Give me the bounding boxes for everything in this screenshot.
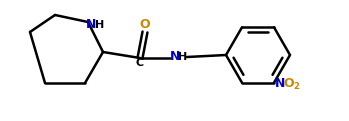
- Text: 2: 2: [293, 82, 299, 91]
- Text: H: H: [95, 20, 105, 30]
- Text: O: O: [140, 19, 150, 31]
- Text: O: O: [284, 77, 294, 90]
- Text: N: N: [170, 50, 180, 64]
- Text: N: N: [275, 77, 285, 90]
- Text: C: C: [136, 58, 144, 68]
- Text: N: N: [86, 19, 96, 31]
- Text: H: H: [178, 52, 188, 62]
